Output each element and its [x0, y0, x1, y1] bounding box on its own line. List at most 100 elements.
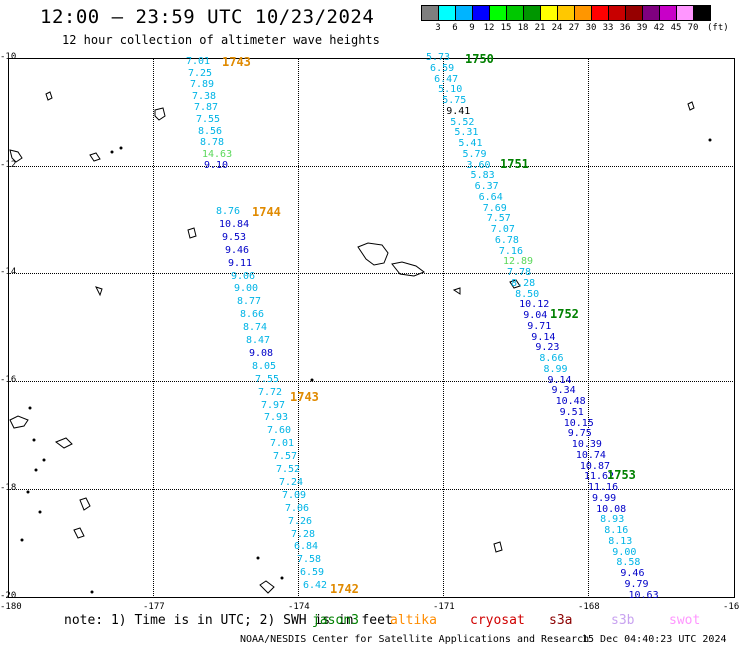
track-b-value: 7.78 [507, 267, 532, 278]
track-b-value: 5.52 [450, 116, 475, 128]
track-a2-value: 9.46 [225, 244, 250, 256]
track-b-value: 9.51 [559, 406, 584, 418]
lat-gridline [8, 273, 735, 274]
island-m [687, 101, 695, 111]
track-b-value: 10.15 [563, 417, 594, 429]
satellite-name: swot [669, 613, 701, 628]
pass-label: 1750 [465, 52, 494, 66]
track-b-value: 5.10 [438, 84, 463, 96]
track-b-value: 9.99 [592, 492, 617, 504]
page-subtitle: 12 hour collection of altimeter wave hei… [62, 33, 380, 47]
track-a2-value: 9.00 [234, 283, 259, 295]
track-b-value: 5.31 [454, 127, 479, 139]
pass-label: 1743 [222, 55, 251, 69]
legend-label: 24 [551, 23, 563, 33]
pass-label: 1751 [500, 157, 529, 171]
track-b-value: 10.63 [628, 589, 659, 601]
legend-label: 39 [636, 23, 648, 33]
track-a2-value: 7.60 [267, 425, 292, 437]
track-b-value: 9.46 [620, 568, 645, 579]
legend-label: 33 [602, 23, 614, 33]
track-a2-value: 8.77 [237, 296, 262, 308]
legend-label: 15 [500, 23, 512, 33]
island-e [9, 415, 29, 429]
pass-label: 1742 [330, 582, 359, 596]
track-b-value: 5.41 [458, 138, 483, 149]
track-a2-value: 9.53 [222, 231, 247, 243]
track-b-value: 10.48 [555, 396, 586, 407]
lat-tick-label: -18 [0, 483, 17, 493]
track-b-value: 3.60 [466, 159, 491, 171]
footnote: note: 1) Time is in UTC; 2) SWH is in fe… [64, 613, 393, 628]
track-a1-value: 8.56 [198, 125, 223, 137]
island-l [259, 580, 275, 594]
track-b-value: 5.73 [426, 52, 451, 63]
track-b-value: 7.57 [486, 213, 511, 225]
track-a2-value: 7.72 [258, 386, 283, 398]
track-a2-value: 10.84 [219, 218, 250, 230]
island-h [73, 527, 85, 539]
color-legend: 3 6 9 12 15 18 21 24 27 30 33 36 39 42 45 70 (ft) [421, 5, 729, 33]
legend-swatch [693, 5, 711, 21]
track-b-value: 6.47 [434, 73, 459, 85]
lat-tick-label: -10 [0, 52, 17, 62]
track-a2-value: 9.06 [231, 270, 256, 282]
island-k [452, 287, 461, 295]
map-plot-area [8, 58, 735, 598]
track-a1-value: 7.55 [196, 114, 221, 125]
legend-label: (ft) [707, 23, 729, 33]
track-b-value: 6.59 [430, 62, 455, 74]
track-b-value: 7.69 [482, 202, 507, 214]
legend-label: 45 [670, 23, 682, 33]
island-savaii [357, 242, 389, 266]
satellite-name: s3a [549, 613, 573, 628]
lon-gridline [298, 58, 299, 598]
track-a2-value: 8.05 [252, 360, 277, 372]
legend-label: 27 [568, 23, 580, 33]
island-j [95, 286, 103, 297]
lon-tick-label: -16 [723, 602, 740, 612]
track-b-value: 8.99 [543, 363, 568, 375]
track-a1-value: 7.87 [194, 102, 219, 114]
lon-tick-label: -180 [0, 602, 22, 612]
lon-tick-label: -174 [288, 602, 310, 612]
lon-tick-label: -177 [143, 602, 165, 612]
island-f [54, 437, 73, 449]
lon-gridline [588, 58, 589, 598]
track-a1-value: 8.78 [200, 137, 225, 149]
legend-label: 36 [619, 23, 631, 33]
track-b-value: 9.75 [567, 428, 592, 440]
island-c [89, 152, 101, 162]
lat-tick-label: -20 [0, 591, 17, 601]
track-b-value: 6.37 [474, 181, 499, 192]
satellite-name: cryosat [470, 613, 525, 628]
lat-gridline [8, 381, 735, 382]
legend-label: 9 [469, 23, 475, 33]
track-a2-value: 7.97 [261, 399, 286, 411]
pass-label: 1753 [607, 468, 636, 482]
track-b-value: 6.64 [478, 191, 503, 203]
track-a2-value: 8.66 [240, 309, 265, 321]
track-a1-value: 14.63 [202, 148, 233, 160]
track-b-value: 9.23 [535, 342, 560, 354]
track-a2-value: 7.01 [270, 438, 295, 450]
track-b-value: 6.78 [494, 234, 519, 246]
lon-gridline [443, 58, 444, 598]
lat-gridline [8, 489, 735, 490]
track-a2-value: 9.08 [249, 347, 274, 359]
track-a2-value: 8.76 [216, 206, 241, 217]
island-a [154, 107, 166, 121]
track-a2-value: 7.26 [288, 515, 313, 527]
track-a2-value: 7.09 [282, 489, 307, 501]
lat-gridline [8, 166, 735, 167]
legend-label: 30 [585, 23, 597, 33]
track-a1-value: 9.10 [204, 160, 229, 172]
track-a1-value: 7.38 [192, 90, 217, 102]
satellite-name: s3b [611, 613, 635, 628]
lat-tick-label: -14 [0, 267, 17, 277]
track-a2-value: 8.74 [243, 322, 268, 334]
track-a2-value: 7.55 [255, 373, 280, 385]
island-n [45, 91, 53, 101]
legend-label: 6 [452, 23, 458, 33]
